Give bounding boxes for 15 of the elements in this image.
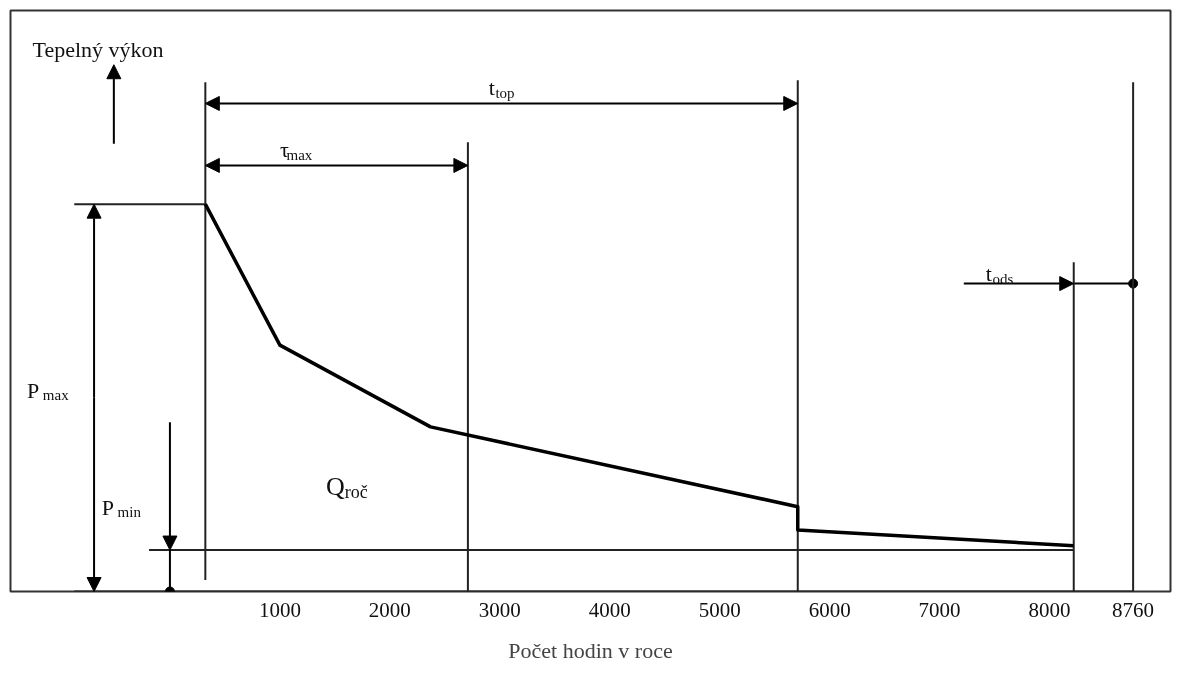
x-tick-label: 3000 — [478, 597, 521, 622]
x-tick-label: 8760 — [1112, 597, 1155, 622]
x-tick-label: 8000 — [1028, 597, 1071, 622]
x-tick-label: 2000 — [368, 597, 411, 622]
x-axis-title: Počet hodin v roce — [508, 637, 673, 663]
ref-line-label: tods — [985, 261, 1014, 287]
text: τmax — [279, 137, 313, 163]
x-tick-label: 4000 — [588, 597, 631, 622]
x-tick-label: 6000 — [808, 597, 851, 622]
text: Tepelný výkon — [32, 36, 164, 62]
text: ttop — [488, 75, 515, 101]
x-tick-label: 5000 — [698, 597, 741, 622]
annotation: Qroč — [326, 472, 368, 502]
x-tick-label: 7000 — [918, 597, 961, 622]
x-tick-label: 1000 — [258, 597, 301, 622]
